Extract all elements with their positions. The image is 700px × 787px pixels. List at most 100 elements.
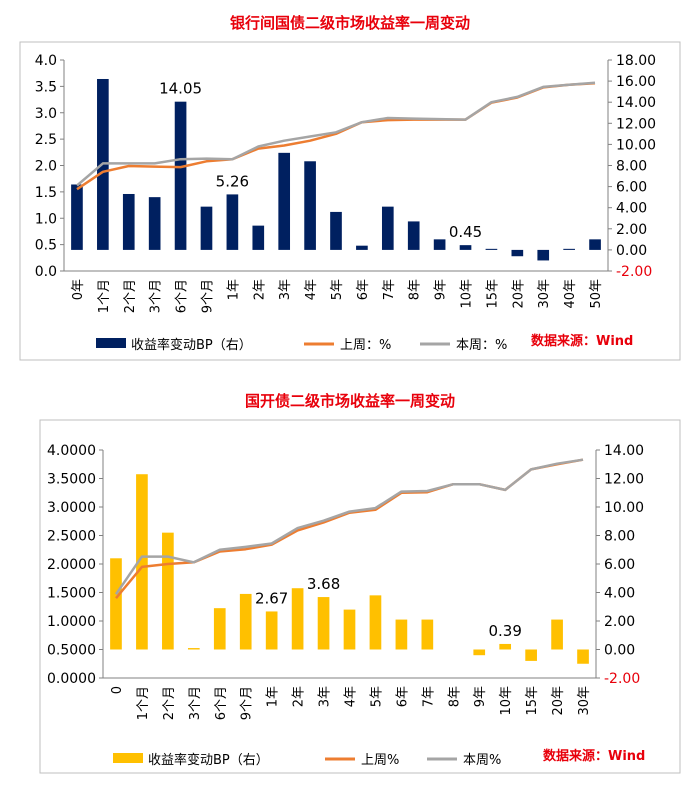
chart1-frame (19, 41, 681, 361)
chart2-bar (499, 643, 512, 650)
chart1-category-label: 9年 (434, 279, 449, 300)
chart1-bar (148, 197, 161, 250)
chart1-left-tick-label: 0.5 (35, 238, 57, 254)
chart1-right-tick-label: 0.00 (616, 243, 647, 259)
chart2-category-label-group: 4年 (344, 686, 359, 707)
chart2-bar (395, 619, 408, 650)
chart1-legend-last-week: 上周：% (340, 338, 391, 353)
chart2-left-tick-label: 3.0000 (47, 500, 96, 516)
chart1-title: 银行间国债二级市场收益率一周变动 (229, 14, 470, 32)
chart1-bar (459, 245, 472, 250)
chart1-data-label: 0.45 (449, 223, 482, 241)
chart1-bar (589, 239, 601, 250)
chart1-category-label-group: 7年 (382, 279, 397, 300)
chart2-bar (239, 593, 252, 650)
chart2-title: 国开债二级市场收益率一周变动 (244, 392, 455, 410)
chart2-right-tick-label: 8.00 (604, 529, 635, 545)
chart2-left-tick-label: 1.0000 (47, 614, 96, 630)
chart1-data-label: 5.26 (216, 172, 249, 190)
chart1-bar (381, 206, 394, 250)
chart2-category-label: 20年 (551, 686, 566, 716)
chart2-bar (162, 532, 174, 650)
chart2-category-label-group: 8年 (447, 686, 462, 707)
chart1-category-label-group: 9年 (434, 279, 449, 300)
chart1-category-label-group: 10年 (460, 279, 475, 309)
chart1-bar (278, 152, 291, 250)
chart1-bar (537, 249, 550, 261)
chart1-bar (563, 248, 575, 250)
chart1-legend-this-week: 本周：% (456, 338, 507, 353)
chart1-category-label-group: 50年 (589, 279, 604, 309)
chart2-category-label: 15年 (525, 686, 540, 716)
chart1-left-tick-label: 1.0 (35, 211, 57, 227)
chart2-category-label-group: 15年 (525, 686, 540, 716)
chart1-category-label: 6个月 (175, 279, 190, 313)
chart1-category-label: 7年 (382, 279, 397, 300)
chart2-left-tick-label: 0.0000 (47, 671, 96, 687)
chart1-right-tick-label: 14.00 (616, 95, 656, 111)
chart2-category-label-group: 10年 (499, 686, 514, 716)
chart2-category-label-group: 9个月 (240, 686, 255, 720)
chart1-category-label-group: 3个月 (149, 279, 164, 313)
chart2-category-label: 1个月 (136, 686, 151, 720)
chart1-category-label: 3年 (278, 279, 293, 300)
chart1-category-label-group: 1年 (226, 279, 241, 300)
chart1-category-label-group: 6年 (356, 279, 371, 300)
chart2-category-label-group: 7年 (421, 686, 436, 707)
chart2-category-label-group: 1年 (266, 686, 281, 707)
chart1-bar (71, 184, 83, 250)
chart2-left-tick-label: 1.5000 (47, 586, 96, 602)
chart2-category-label: 9个月 (240, 686, 255, 720)
chart2-legend-last-week: 上周% (361, 753, 399, 768)
chart2-bar (343, 609, 356, 650)
chart2-right-tick-label: 12.00 (604, 472, 644, 488)
chart2-category-label-group: 30年 (577, 686, 592, 716)
chart2-source: 数据来源：Wind (543, 748, 645, 764)
chart2-bar (317, 597, 330, 650)
chart2-data-label: 0.39 (488, 622, 521, 640)
chart2-legend-this-week: 本周% (463, 753, 501, 768)
chart1-category-label: 1年 (226, 279, 241, 300)
chart1-category-label: 20年 (511, 279, 526, 309)
chart2-category-label: 2年 (292, 686, 307, 707)
chart2-right-tick-label: 6.00 (604, 557, 635, 573)
chart2-bar (187, 648, 200, 650)
chart1-right-tick-label: 16.00 (616, 74, 656, 90)
chart1-legend-bars: 收益率变动BP（右） (131, 337, 252, 353)
chart1-category-label: 9个月 (200, 279, 215, 313)
chart1-category-label-group: 1个月 (97, 279, 112, 313)
chart2-bar (577, 649, 589, 664)
chart2-category-label-group: 6年 (395, 686, 410, 707)
chart1-category-label-group: 15年 (485, 279, 500, 309)
chart1-bar (174, 101, 187, 250)
chart1-category-label: 0年 (71, 279, 86, 300)
chart1-category-label-group: 4年 (304, 279, 319, 300)
chart1-bar (122, 193, 135, 250)
chart1-right-tick-label: 6.00 (616, 180, 647, 196)
chart2-bar (473, 649, 486, 656)
chart1-left-tick-label: 1.5 (35, 185, 57, 201)
chart2-category-label-group: 1个月 (136, 686, 151, 720)
chart1-category-label: 2个月 (123, 279, 138, 313)
chart2-left-tick-label: 4.0000 (47, 443, 96, 459)
chart2-category-label: 10年 (499, 686, 514, 716)
chart1-category-label-group: 5年 (330, 279, 345, 300)
chart2-category-label: 3个月 (188, 686, 203, 720)
chart2-category-label: 2个月 (162, 686, 177, 720)
chart1-bar (200, 206, 213, 250)
chart2-category-label: 5年 (369, 686, 384, 707)
chart1-category-label: 4年 (304, 279, 319, 300)
chart2-category-label: 8年 (447, 686, 462, 707)
chart1-category-label-group: 2年 (252, 279, 267, 300)
chart2-left-tick-label: 2.0000 (47, 557, 96, 573)
chart2-left-tick-label: 2.5000 (47, 529, 96, 545)
chart1-right-tick-label: 2.00 (616, 222, 647, 238)
chart1-left-tick-label: 4.0 (35, 53, 57, 69)
chart1-left-tick-label: 3.0 (35, 106, 57, 122)
chart1-category-label-group: 9个月 (200, 279, 215, 313)
chart2-right-tick-label: -2.00 (604, 671, 640, 687)
chart2-left-tick-label: 3.5000 (47, 472, 96, 488)
chart2-category-label-group: 0 (110, 686, 125, 694)
chart1-category-label: 10年 (460, 279, 475, 309)
chart1-left-tick-label: 3.5 (35, 79, 57, 95)
